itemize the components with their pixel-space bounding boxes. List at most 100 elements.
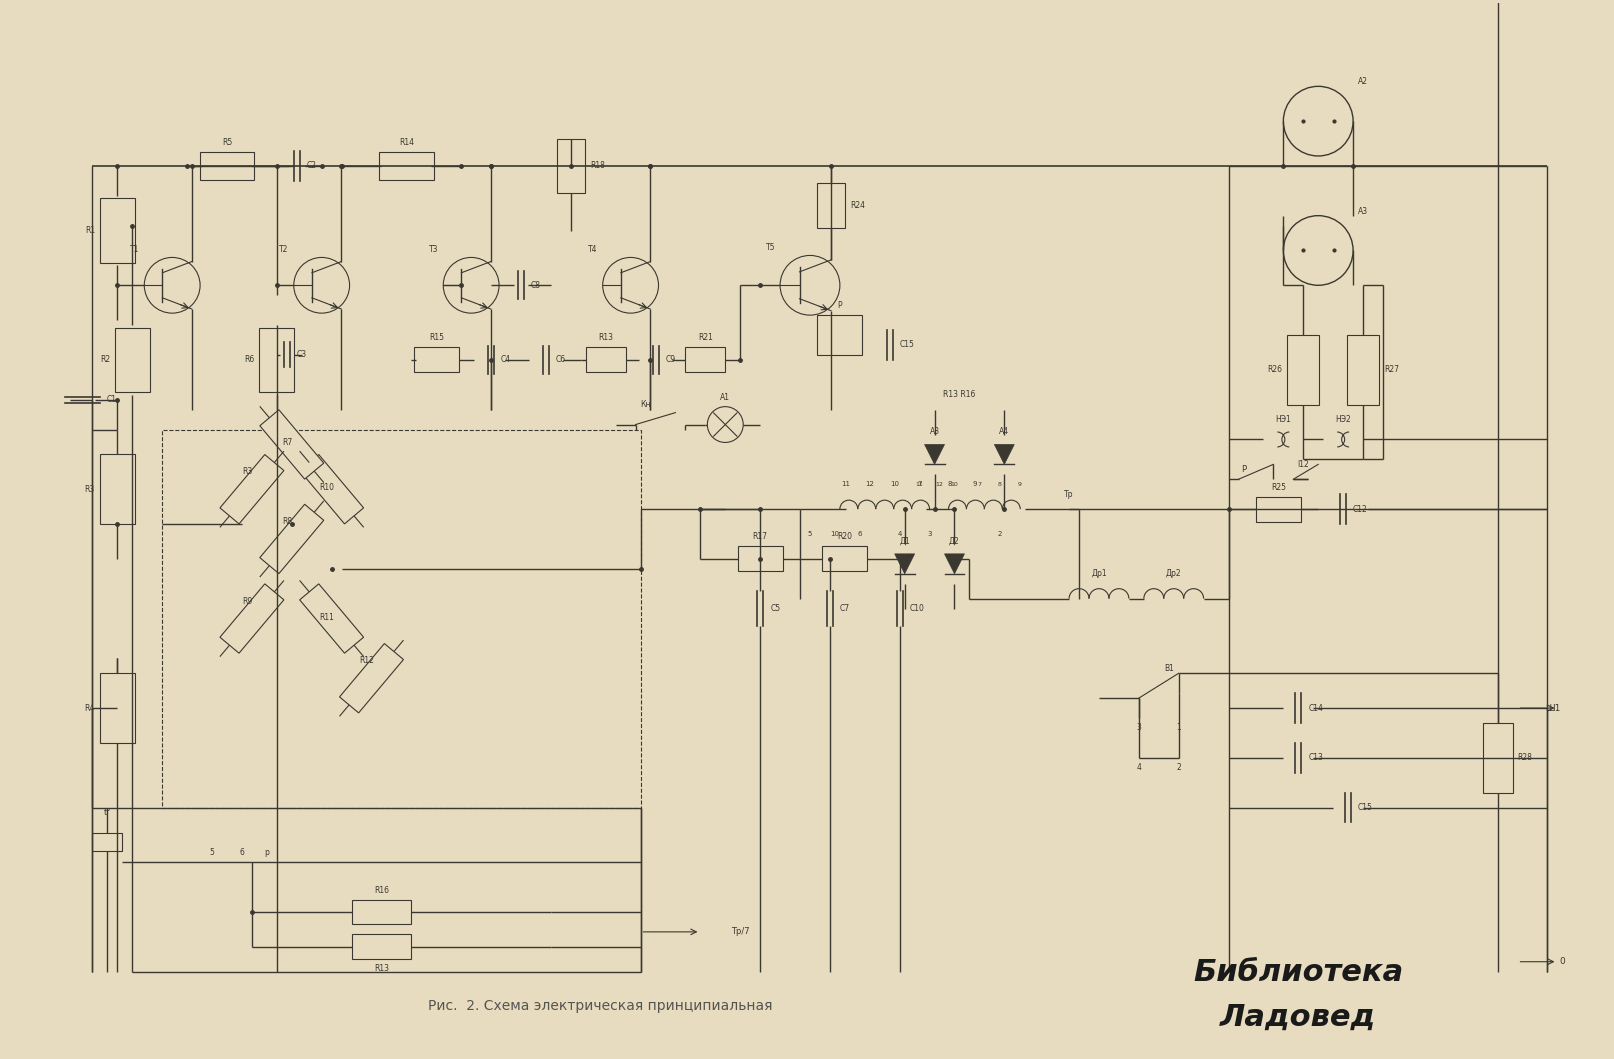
Text: C15: C15: [899, 341, 915, 349]
Text: 3: 3: [928, 531, 931, 537]
Text: 11: 11: [841, 481, 851, 487]
Bar: [379, 152, 434, 180]
Bar: [260, 327, 294, 392]
Text: R12: R12: [360, 657, 374, 665]
Bar: [413, 347, 458, 373]
Text: Ладовед: Ладовед: [1220, 1003, 1377, 1031]
Text: p: p: [265, 848, 270, 857]
Text: 1: 1: [1177, 723, 1181, 733]
Text: А1: А1: [720, 393, 730, 401]
Text: R3: R3: [84, 485, 95, 493]
Polygon shape: [300, 454, 363, 524]
Text: T1: T1: [131, 246, 139, 254]
Circle shape: [707, 407, 742, 443]
Text: 7: 7: [917, 481, 922, 487]
Text: 4: 4: [897, 531, 902, 537]
Text: R9: R9: [242, 596, 252, 606]
Bar: [817, 183, 844, 228]
Text: 3: 3: [1136, 723, 1141, 733]
Text: C14: C14: [1309, 703, 1323, 713]
Polygon shape: [925, 445, 944, 464]
Text: T5: T5: [765, 244, 775, 252]
Text: 8: 8: [947, 481, 952, 487]
Text: Дp2: Дp2: [1165, 570, 1181, 578]
Circle shape: [294, 257, 350, 313]
Text: А4: А4: [999, 428, 1009, 436]
Text: C8: C8: [531, 281, 541, 290]
Text: R4: R4: [84, 703, 95, 713]
Text: R3: R3: [242, 467, 252, 477]
Text: R8: R8: [282, 517, 292, 526]
Text: C1: C1: [107, 395, 116, 405]
Bar: [163, 430, 641, 808]
Bar: [100, 198, 136, 263]
Bar: [817, 316, 862, 355]
Text: R13: R13: [374, 964, 389, 973]
Text: t°: t°: [103, 808, 111, 816]
Text: R2: R2: [100, 356, 110, 364]
Text: C3: C3: [297, 351, 307, 359]
Text: 8: 8: [997, 482, 1001, 487]
Text: Р: Р: [838, 301, 843, 310]
Text: R15: R15: [429, 334, 444, 342]
Bar: [352, 899, 412, 925]
Text: А3: А3: [930, 428, 939, 436]
Bar: [100, 674, 136, 742]
Text: 12: 12: [936, 482, 944, 487]
Polygon shape: [894, 554, 915, 574]
Text: R16: R16: [374, 885, 389, 895]
Polygon shape: [339, 644, 404, 713]
Text: Рис.  2. Схема электрическая принципиальная: Рис. 2. Схема электрическая принципиальн…: [428, 1000, 773, 1013]
Text: 12: 12: [865, 481, 875, 487]
Text: R18: R18: [589, 161, 605, 170]
Polygon shape: [260, 504, 324, 574]
Text: 7: 7: [978, 482, 981, 487]
Text: R10: R10: [320, 483, 334, 492]
Bar: [686, 347, 725, 373]
Text: Р: Р: [1241, 465, 1246, 473]
Circle shape: [444, 257, 499, 313]
Bar: [586, 347, 626, 373]
Text: А2: А2: [1357, 77, 1369, 87]
Text: R11: R11: [320, 612, 334, 622]
Text: R28: R28: [1517, 753, 1532, 762]
Bar: [200, 152, 255, 180]
Bar: [100, 454, 136, 524]
Text: C4: C4: [500, 356, 512, 364]
Text: R20: R20: [838, 533, 852, 541]
Text: R24: R24: [851, 201, 865, 210]
Text: А3: А3: [1357, 207, 1369, 216]
Text: Дp1: Дp1: [1091, 570, 1107, 578]
Circle shape: [602, 257, 659, 313]
Text: T3: T3: [429, 246, 439, 254]
Text: 5: 5: [210, 848, 215, 857]
Bar: [823, 546, 867, 571]
Text: C13: C13: [1309, 753, 1323, 762]
Text: R26: R26: [1267, 365, 1283, 374]
Text: 10: 10: [891, 481, 899, 487]
Circle shape: [780, 255, 839, 316]
Text: 11: 11: [915, 482, 923, 487]
Text: Д1: Д1: [899, 537, 910, 545]
Text: 6: 6: [239, 848, 244, 857]
Polygon shape: [220, 584, 284, 653]
Text: 0: 0: [1559, 957, 1566, 966]
Text: 4: 4: [1136, 764, 1141, 772]
Text: 9: 9: [972, 481, 976, 487]
Text: R7: R7: [282, 438, 292, 448]
Bar: [92, 833, 123, 851]
Text: R6: R6: [244, 356, 255, 364]
Text: Библиотека: Библиотека: [1193, 957, 1404, 987]
Text: R17: R17: [752, 533, 768, 541]
Text: Тр/7: Тр/7: [731, 928, 749, 936]
Text: НЭ2: НЭ2: [1335, 415, 1351, 424]
Text: B1: B1: [1164, 664, 1173, 672]
Text: R13: R13: [599, 334, 613, 342]
Text: C2: C2: [307, 161, 316, 170]
Bar: [1348, 335, 1378, 405]
Text: R25: R25: [1270, 483, 1286, 491]
Text: 10: 10: [831, 531, 839, 537]
Circle shape: [1283, 216, 1353, 285]
Circle shape: [144, 257, 200, 313]
Polygon shape: [994, 445, 1014, 464]
